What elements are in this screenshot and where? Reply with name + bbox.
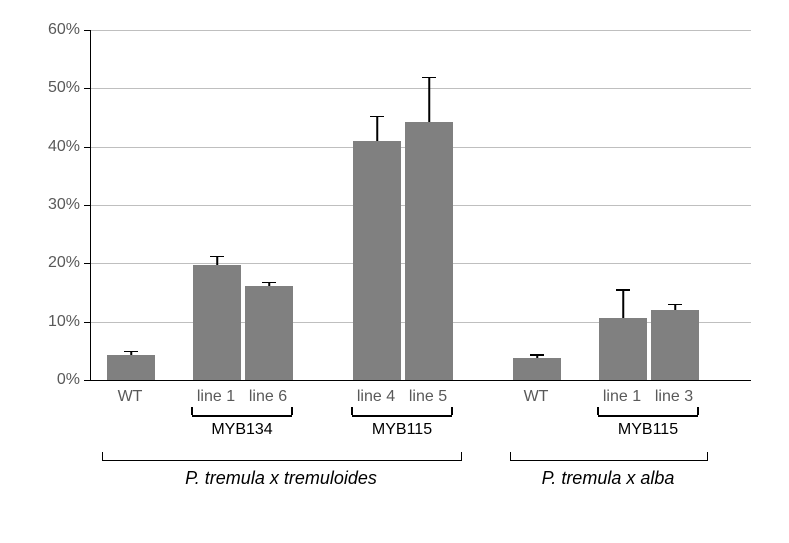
- y-tick-mark: [84, 322, 90, 323]
- bar: [405, 122, 453, 380]
- x-tick-label: WT: [524, 388, 549, 406]
- y-tick-label: 20%: [20, 254, 80, 272]
- group-bracket-line: [192, 415, 292, 417]
- error-bar-cap: [530, 354, 544, 356]
- error-bar-cap: [124, 351, 138, 353]
- species-label: P. tremula x alba: [542, 468, 675, 489]
- group-bracket-tick: [291, 407, 293, 415]
- x-tick-label: line 4: [357, 388, 395, 406]
- y-tick-label: 30%: [20, 196, 80, 214]
- bar: [245, 286, 293, 381]
- x-tick-label: WT: [118, 388, 143, 406]
- x-tick-label: line 5: [409, 388, 447, 406]
- group-bracket-tick: [697, 407, 699, 415]
- group-bracket-tick: [451, 407, 453, 415]
- error-bar-cap: [422, 77, 436, 79]
- x-tick-label: line 3: [655, 388, 693, 406]
- error-bar-cap: [616, 289, 630, 291]
- bar: [599, 318, 647, 380]
- plot-area: [90, 30, 751, 381]
- error-bar-cap: [370, 116, 384, 118]
- group-bracket-tick: [597, 407, 599, 415]
- error-bar: [622, 290, 624, 318]
- y-tick-label: 60%: [20, 21, 80, 39]
- group-label: MYB115: [618, 421, 678, 439]
- y-tick-mark: [84, 88, 90, 89]
- grid-line: [91, 88, 751, 89]
- y-tick-mark: [84, 205, 90, 206]
- y-tick-label: 40%: [20, 138, 80, 156]
- bar: [107, 355, 155, 380]
- species-bracket: [102, 452, 462, 461]
- group-bracket-line: [352, 415, 452, 417]
- error-bar-cap: [668, 304, 682, 306]
- error-bar: [428, 77, 430, 122]
- y-tick-label: 50%: [20, 79, 80, 97]
- species-label: P. tremula x tremuloides: [185, 468, 377, 489]
- bar: [193, 265, 241, 380]
- error-bar: [216, 256, 218, 265]
- y-tick-mark: [84, 380, 90, 381]
- y-tick-label: 0%: [20, 371, 80, 389]
- y-tick-mark: [84, 147, 90, 148]
- y-tick-label: 10%: [20, 313, 80, 331]
- group-bracket-tick: [351, 407, 353, 415]
- bar: [353, 141, 401, 380]
- error-bar-cap: [262, 282, 276, 284]
- bar-chart: 0% 10% 20% 30% 40% 50% 60% WT line 1 line 6 line 4…: [20, 20, 769, 523]
- bar: [513, 358, 561, 380]
- x-tick-label: line 1: [197, 388, 235, 406]
- x-tick-label: line 6: [249, 388, 287, 406]
- group-label: MYB134: [211, 421, 272, 439]
- group-label: MYB115: [372, 421, 432, 439]
- error-bar: [376, 116, 378, 141]
- species-bracket: [510, 452, 708, 461]
- y-tick-mark: [84, 263, 90, 264]
- x-tick-label: line 1: [603, 388, 641, 406]
- group-bracket-tick: [191, 407, 193, 415]
- error-bar-cap: [210, 256, 224, 258]
- group-bracket-line: [598, 415, 698, 417]
- y-tick-mark: [84, 30, 90, 31]
- bar: [651, 310, 699, 380]
- grid-line: [91, 30, 751, 31]
